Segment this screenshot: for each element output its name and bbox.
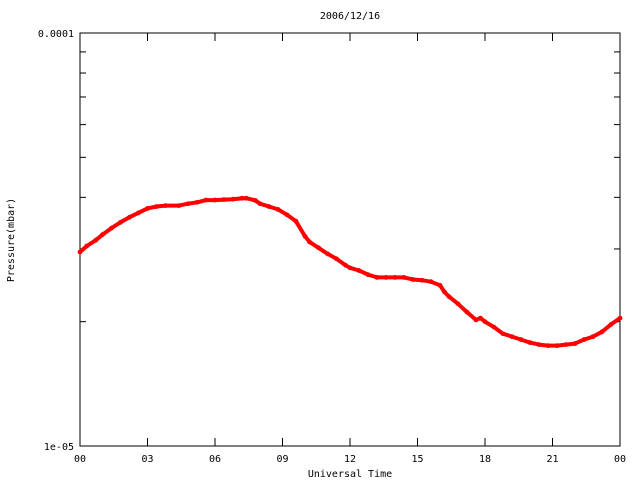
data-point — [374, 274, 380, 280]
data-point — [356, 268, 362, 273]
x-tick-label: 03 — [141, 454, 153, 465]
data-point — [77, 249, 83, 255]
data-point — [230, 196, 236, 202]
data-point — [212, 197, 218, 203]
x-tick-label: 00 — [614, 454, 626, 465]
data-point — [491, 324, 497, 330]
pressure-series-points — [77, 195, 623, 349]
data-point — [100, 232, 105, 237]
data-point — [545, 343, 551, 349]
data-point — [127, 214, 132, 220]
data-point — [518, 337, 524, 342]
data-point — [572, 341, 578, 346]
data-point — [253, 198, 258, 203]
data-point — [185, 201, 191, 207]
data-point — [608, 321, 614, 327]
data-point — [464, 309, 470, 315]
data-point — [590, 334, 596, 340]
data-point — [145, 206, 150, 211]
data-point — [221, 197, 227, 203]
data-point — [244, 195, 249, 201]
y-axis-label: Pressure(mbar) — [6, 198, 17, 282]
data-point — [284, 212, 290, 218]
data-point — [343, 262, 348, 268]
data-point — [266, 204, 272, 209]
data-point — [473, 317, 479, 323]
data-point — [293, 218, 299, 224]
data-point — [554, 343, 560, 349]
data-point — [455, 301, 461, 307]
data-point — [176, 203, 182, 209]
data-point — [428, 279, 434, 285]
x-axis: 00 03 06 09 12 15 18 21 00 — [74, 33, 626, 465]
pressure-series-line — [78, 196, 622, 348]
data-point — [410, 277, 416, 282]
data-point — [536, 342, 542, 348]
y-tick-label: 1e-05 — [44, 442, 74, 453]
data-point — [118, 219, 123, 225]
data-point — [194, 199, 200, 205]
data-point — [257, 201, 263, 207]
data-point — [482, 319, 488, 325]
data-point — [334, 256, 339, 262]
minor-y-ticks — [80, 51, 620, 323]
data-point — [509, 334, 515, 340]
data-point — [563, 342, 569, 348]
data-point — [599, 329, 605, 335]
data-point — [581, 337, 587, 342]
x-tick-label: 15 — [411, 454, 423, 465]
plot-frame — [79, 32, 621, 447]
data-point — [325, 251, 330, 257]
data-point — [307, 239, 312, 245]
x-axis-label: Universal Time — [308, 469, 392, 480]
data-point — [347, 265, 353, 271]
data-point — [437, 282, 443, 288]
data-point — [84, 243, 90, 249]
x-tick-label: 00 — [74, 454, 86, 465]
data-point — [446, 294, 452, 300]
x-tick-label: 09 — [276, 454, 288, 465]
x-tick-label: 06 — [209, 454, 221, 465]
data-point — [239, 195, 245, 201]
x-tick-label: 21 — [546, 454, 558, 465]
data-point — [527, 340, 533, 345]
data-point — [419, 277, 425, 283]
data-point — [500, 331, 506, 337]
data-point — [302, 233, 308, 239]
x-tick-label: 12 — [344, 454, 356, 465]
data-point — [401, 274, 407, 280]
data-point — [478, 315, 483, 321]
data-point — [365, 272, 371, 278]
data-point — [93, 237, 99, 243]
data-point — [136, 210, 141, 216]
data-point — [163, 203, 168, 209]
data-point — [203, 197, 209, 203]
data-point — [316, 245, 321, 251]
data-point — [109, 225, 114, 231]
data-point — [392, 274, 398, 280]
data-point — [154, 204, 159, 209]
data-point — [383, 274, 389, 280]
y-axis: 0.0001 1e-05 — [38, 29, 620, 453]
data-point — [617, 315, 623, 321]
chart-title: 2006/12/16 — [320, 11, 380, 22]
data-point — [442, 289, 447, 295]
y-tick-label: 0.0001 — [38, 29, 74, 40]
data-point — [275, 207, 281, 212]
x-tick-label: 18 — [479, 454, 491, 465]
